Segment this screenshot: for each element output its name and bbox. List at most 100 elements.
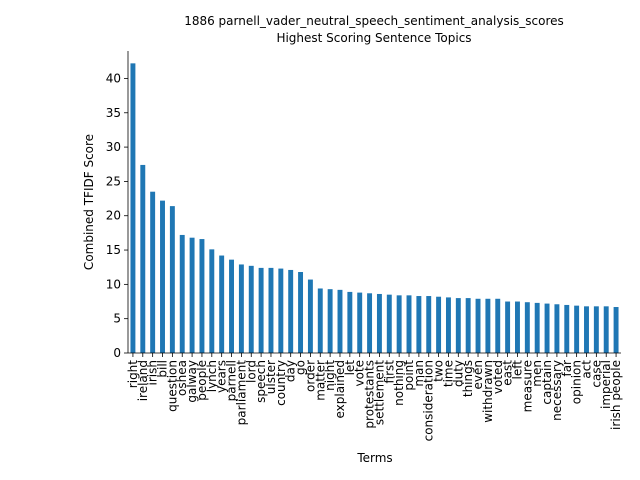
- y-tick-label-8: 40: [106, 71, 121, 85]
- bar-2: [150, 191, 156, 353]
- bar-42: [544, 303, 550, 353]
- bar-15: [278, 268, 284, 353]
- x-tick-label-46: act: [579, 360, 593, 379]
- y-axis: 0 5 10 15 20 25 30 35 40: [106, 51, 129, 360]
- bar-31: [436, 296, 442, 353]
- x-tick-label-14: ulster: [264, 360, 278, 394]
- bar-26: [386, 294, 392, 353]
- x-tick-label-41: men: [530, 360, 544, 387]
- x-tick-label-40: measure: [520, 360, 534, 412]
- bar-10: [229, 259, 234, 353]
- x-tick-label-9: years: [215, 360, 229, 393]
- bar-16: [288, 269, 294, 353]
- bar-47: [593, 306, 599, 353]
- x-tick-label-42: captain: [540, 360, 554, 405]
- x-tick-label-12: lord: [244, 360, 258, 383]
- bar-40: [524, 302, 530, 353]
- bar-49: [613, 307, 619, 353]
- x-tick-label-15: country: [274, 360, 288, 406]
- x-tick-label-25: settlement: [372, 360, 386, 425]
- x-axis-label: Terms: [356, 451, 392, 465]
- bar-37: [495, 298, 501, 353]
- bar-35: [475, 298, 481, 353]
- bar-39: [515, 301, 520, 353]
- bar-25: [376, 293, 382, 353]
- x-tick-label-13: speech: [254, 360, 268, 403]
- bar-28: [406, 295, 412, 353]
- x-tick-label-36: withdrawn: [481, 360, 495, 423]
- bar-43: [554, 304, 560, 353]
- x-tick-label-19: matter: [313, 360, 327, 401]
- x-tick-label-24: protestants: [363, 360, 377, 429]
- y-tick-label-2: 10: [106, 277, 121, 291]
- bar-24: [367, 293, 373, 353]
- bar-12: [248, 265, 254, 353]
- x-axis: rightirelandirishbillquestionosheagalway…: [126, 352, 623, 441]
- x-tick-label-43: necessary: [550, 360, 564, 421]
- bar-19: [317, 288, 323, 353]
- bar-29: [416, 296, 422, 353]
- x-tick-label-23: vote: [353, 360, 367, 387]
- x-tick-label-47: case: [589, 360, 603, 388]
- bar-30: [426, 296, 432, 353]
- x-tick-label-21: explained: [333, 360, 347, 419]
- x-tick-label-8: lynch: [205, 360, 219, 392]
- x-tick-label-5: oshea: [175, 360, 189, 396]
- bar-34: [465, 298, 471, 353]
- bar-44: [564, 304, 570, 353]
- x-tick-label-2: irish: [146, 360, 160, 385]
- bar-6: [189, 237, 195, 353]
- x-tick-label-20: night: [323, 360, 337, 391]
- bar-9: [219, 255, 225, 353]
- bar-33: [455, 298, 461, 353]
- bar-27: [396, 295, 402, 353]
- y-tick-label-1: 5: [113, 312, 121, 326]
- y-tick-label-0: 0: [113, 346, 121, 360]
- bar-45: [574, 305, 580, 353]
- x-tick-label-26: first: [382, 360, 396, 384]
- x-tick-label-16: day: [284, 360, 298, 382]
- x-tick-label-39: left: [510, 360, 524, 380]
- y-tick-label-7: 35: [106, 106, 121, 120]
- bar-46: [584, 306, 589, 353]
- y-tick-label-3: 15: [106, 243, 121, 257]
- y-tick-label-6: 30: [106, 140, 121, 154]
- x-tick-label-1: ireland: [136, 360, 150, 401]
- bar-48: [603, 306, 609, 353]
- bar-13: [258, 267, 264, 353]
- x-tick-label-49: irish people: [609, 360, 623, 430]
- bar-17: [298, 272, 304, 353]
- x-tick-label-17: go: [294, 360, 308, 375]
- bar-38: [505, 301, 511, 353]
- x-tick-label-11: parliament: [234, 360, 248, 426]
- bar-11: [238, 264, 244, 353]
- x-tick-label-18: order: [303, 360, 317, 392]
- bar-7: [199, 239, 205, 353]
- y-tick-label-5: 25: [106, 174, 121, 188]
- bar-36: [485, 298, 491, 353]
- x-tick-label-4: question: [165, 360, 179, 412]
- x-tick-label-33: duty: [451, 360, 465, 387]
- bar-41: [534, 302, 540, 353]
- x-tick-label-38: east: [501, 360, 515, 386]
- bar-8: [209, 249, 215, 353]
- x-tick-label-6: galway: [185, 360, 199, 403]
- bar-18: [307, 279, 313, 353]
- x-tick-label-7: people: [195, 360, 209, 401]
- x-tick-label-29: man: [412, 360, 426, 387]
- x-tick-label-27: nothing: [392, 360, 406, 406]
- x-tick-label-28: point: [402, 360, 416, 391]
- bar-5: [179, 234, 185, 353]
- x-tick-label-34: things: [461, 360, 475, 397]
- x-tick-label-22: let: [343, 360, 357, 376]
- bar-3: [160, 200, 165, 353]
- x-tick-label-31: two: [432, 360, 446, 382]
- x-tick-label-48: imperial: [599, 360, 613, 409]
- chart-title: 1886 parnell_vader_neutral_speech_sentim…: [184, 14, 564, 28]
- x-tick-label-45: opinion: [570, 360, 584, 404]
- y-axis-label: Combined TFIDF Score: [82, 134, 96, 270]
- x-tick-label-3: bill: [156, 360, 170, 378]
- y-tick-label-4: 20: [106, 209, 121, 223]
- x-tick-label-30: consideration: [422, 360, 436, 441]
